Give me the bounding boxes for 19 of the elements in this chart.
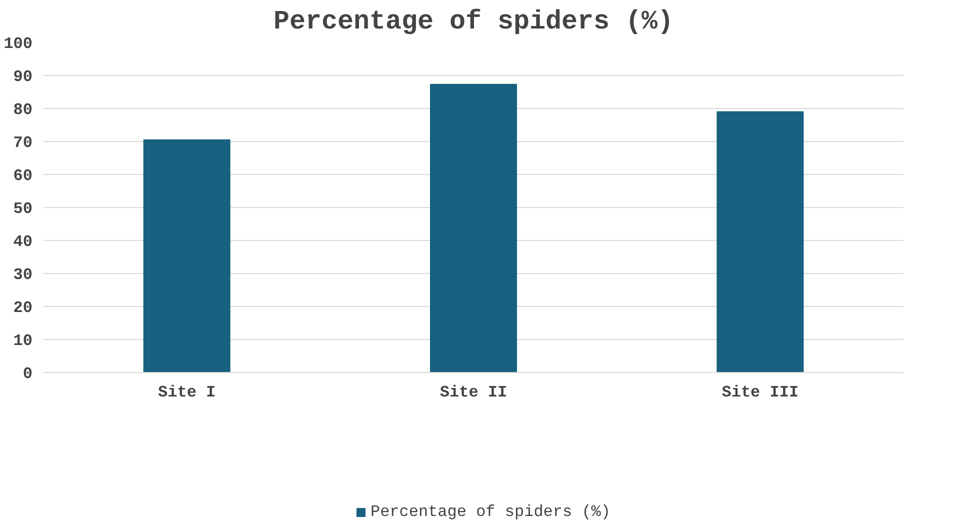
- x-tick-label: Site III: [722, 384, 799, 402]
- legend-label: Percentage of spiders (%): [370, 503, 611, 521]
- y-tick-label: 10: [13, 332, 32, 350]
- x-tick-label: Site II: [440, 384, 508, 402]
- y-tick-label: 80: [13, 101, 32, 119]
- y-tick-label: 50: [13, 200, 32, 218]
- bar: [430, 84, 517, 372]
- y-tick-label: 40: [13, 233, 32, 251]
- bar: [716, 111, 804, 372]
- x-tick-label: Site I: [158, 384, 216, 402]
- chart-title: Percentage of spiders (%): [274, 8, 674, 38]
- y-tick-label: 60: [13, 167, 32, 185]
- y-tick-label: 0: [22, 365, 33, 383]
- y-tick-label: 90: [13, 68, 32, 86]
- y-tick-label: 100: [4, 35, 33, 53]
- bar: [143, 139, 230, 372]
- y-tick-label: 30: [13, 266, 32, 284]
- y-tick-label: 20: [13, 299, 32, 317]
- y-tick-label: 70: [13, 134, 32, 152]
